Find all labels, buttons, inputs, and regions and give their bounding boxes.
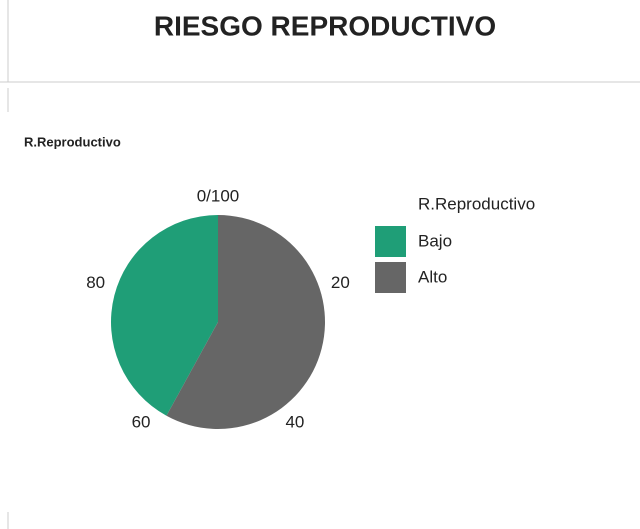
pie-slice bbox=[166, 215, 326, 429]
angle-tick-label: 80 bbox=[86, 273, 105, 292]
legend-swatch bbox=[375, 226, 406, 257]
chart-title: R.Reproductivo bbox=[24, 134, 121, 149]
pie-slice bbox=[111, 215, 218, 416]
angle-tick-label: 40 bbox=[285, 413, 304, 432]
legend-swatch bbox=[375, 262, 406, 293]
page-title: RIESGO REPRODUCTIVO bbox=[154, 10, 496, 41]
angle-tick-label: 60 bbox=[132, 413, 151, 432]
angle-tick-label: 20 bbox=[331, 273, 350, 292]
legend-label: Alto bbox=[418, 267, 447, 286]
legend-label: Bajo bbox=[418, 231, 452, 250]
angle-tick-label: 0/100 bbox=[197, 186, 240, 205]
legend-title: R.Reproductivo bbox=[418, 194, 535, 213]
